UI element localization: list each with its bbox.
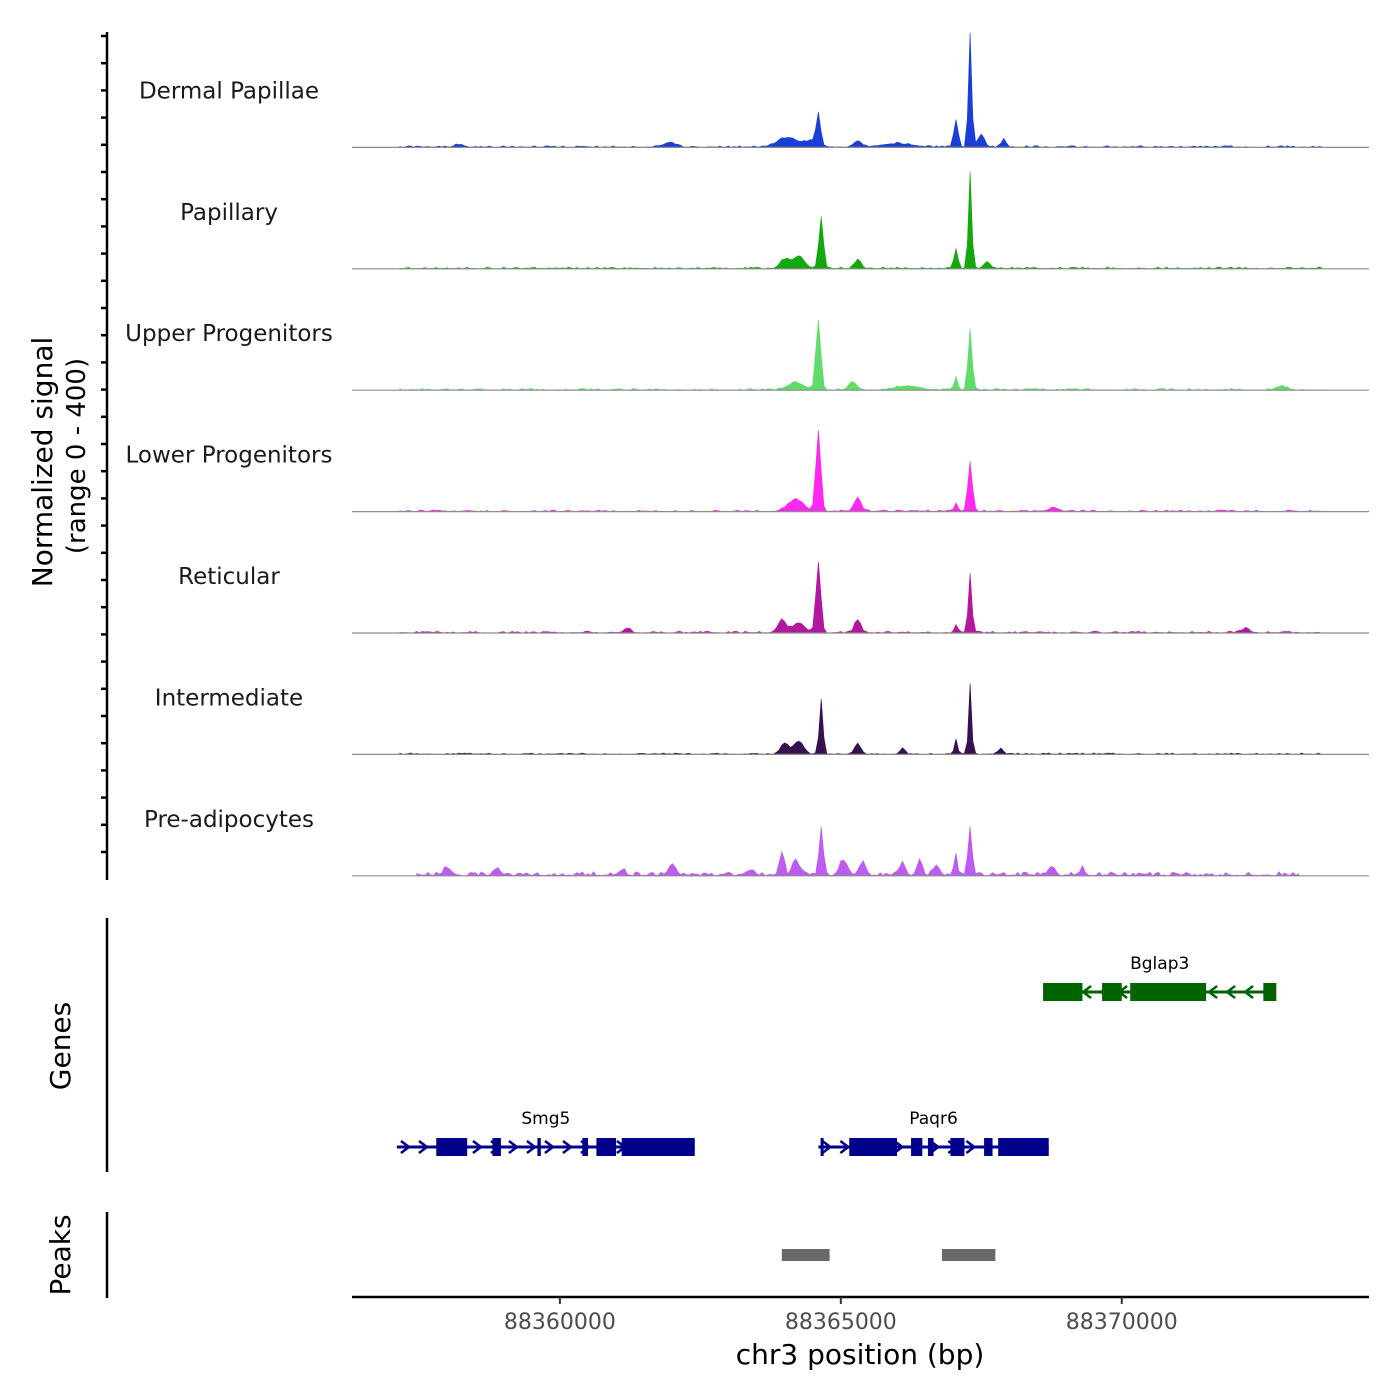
peaks-axis-title: Peaks: [44, 1214, 77, 1295]
y-axis-range: (range 0 - 400): [62, 358, 92, 554]
gene-exon: [1102, 983, 1122, 1001]
x-axis-ticks: 88360000 88365000 88370000: [504, 1297, 1178, 1335]
strand-arrow: [965, 1140, 977, 1154]
track-label: Upper Progenitors: [125, 321, 333, 347]
gene-exon: [1130, 983, 1207, 1001]
strand-arrow: [1225, 985, 1236, 999]
track-lower-progenitors: Lower Progenitors: [126, 430, 1369, 513]
gene-exon: [596, 1138, 617, 1156]
coverage-area: [399, 319, 1322, 391]
gene-label: Smg5: [521, 1109, 570, 1129]
strand-arrow: [526, 1140, 538, 1154]
gene-label: Bglap3: [1130, 954, 1189, 974]
strand-arrow: [821, 1140, 833, 1154]
peak-region: [781, 1249, 830, 1261]
strand-arrow: [544, 1140, 556, 1154]
strand-arrow: [1207, 985, 1218, 999]
strand-arrow: [1243, 985, 1254, 999]
track-dermal-papillae: Dermal Papillae: [139, 32, 1369, 148]
gene-exon: [537, 1138, 541, 1156]
track-label: Papillary: [180, 200, 278, 226]
x-tick-label: 88370000: [1066, 1310, 1178, 1335]
gene-exon: [492, 1138, 501, 1156]
x-tick-label: 88365000: [785, 1310, 897, 1335]
coverage-area: [399, 683, 1322, 755]
coverage-area: [399, 171, 1322, 270]
x-tick-label: 88360000: [504, 1310, 616, 1335]
gene-exon: [849, 1138, 898, 1156]
strand-arrow: [1081, 985, 1092, 999]
gene-exon: [621, 1138, 695, 1156]
x-axis-title: chr3 position (bp): [736, 1338, 985, 1371]
strand-arrow: [562, 1140, 574, 1154]
track-label: Lower Progenitors: [126, 443, 333, 469]
strand-arrow: [893, 1140, 905, 1154]
coverage-tracks: Dermal Papillae Papillary Upper Progenitor…: [125, 32, 1369, 877]
gene-exon: [1263, 983, 1277, 1001]
track-pre-adipocytes: Pre-adipocytes: [144, 807, 1369, 877]
strand-arrow: [839, 1140, 851, 1154]
gene-label: Paqr6: [909, 1109, 958, 1129]
gene-exon: [820, 1138, 824, 1156]
gene-bglap3: Bglap3: [1043, 954, 1277, 1001]
signal-y-axis-ticks: [101, 34, 107, 854]
peak-region: [941, 1249, 996, 1261]
coverage-area: [399, 32, 1322, 148]
strand-arrow: [400, 1140, 412, 1154]
coverage-area: [399, 561, 1322, 634]
gene-exon: [1043, 983, 1083, 1001]
track-papillary: Papillary: [180, 171, 1369, 270]
gene-exon: [582, 1138, 588, 1156]
gene-smg5: Smg5: [396, 1109, 695, 1156]
gene-exon: [436, 1138, 468, 1156]
strand-arrow: [418, 1140, 430, 1154]
track-label: Pre-adipocytes: [144, 807, 314, 833]
gene-exon: [950, 1138, 965, 1156]
gene-paqr6: Paqr6: [818, 1109, 1049, 1156]
coverage-area: [399, 430, 1322, 512]
gene-exon: [911, 1138, 923, 1156]
track-label: Dermal Papillae: [139, 78, 319, 104]
gene-track: Bglap3 Smg5 Paqr6: [396, 954, 1277, 1156]
strand-arrow: [472, 1140, 484, 1154]
y-axis-title: Normalized signal: [26, 337, 59, 588]
strand-arrow: [508, 1140, 520, 1154]
gene-exon: [927, 1138, 934, 1156]
coverage-area: [416, 826, 1300, 877]
genes-axis-title: Genes: [44, 1002, 77, 1090]
track-reticular: Reticular: [178, 561, 1369, 634]
track-intermediate: Intermediate: [155, 683, 1369, 756]
peak-track: [781, 1249, 996, 1261]
gene-exon: [998, 1138, 1049, 1156]
track-upper-progenitors: Upper Progenitors: [125, 319, 1369, 391]
track-label: Reticular: [178, 564, 280, 590]
gene-exon: [984, 1138, 993, 1156]
track-label: Intermediate: [155, 685, 303, 711]
